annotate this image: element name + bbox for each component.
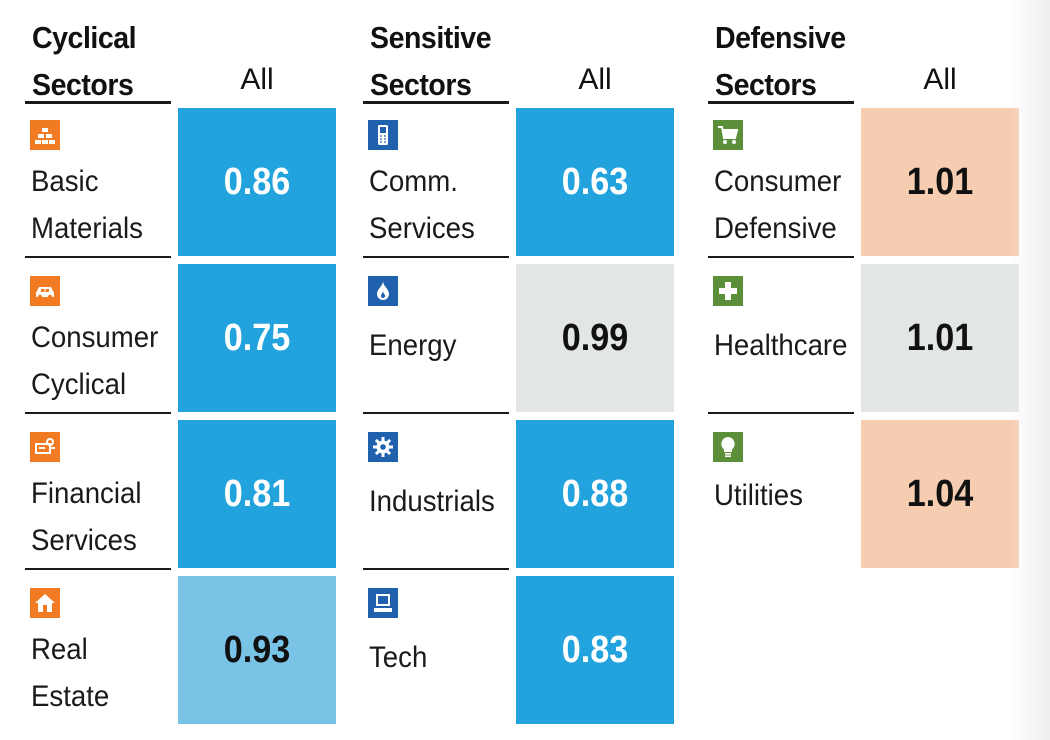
header-divider xyxy=(25,101,171,104)
sector-row-utilities: Utilities 1.04 xyxy=(708,420,1048,572)
sector-value: 1.04 xyxy=(861,420,1019,568)
sector-row-industrials: Industrials 0.88 xyxy=(363,420,703,572)
group-title: Cyclical Sectors xyxy=(32,20,137,102)
sector-value: 0.63 xyxy=(516,108,674,256)
medical-cross-icon xyxy=(713,276,743,306)
sector-row-consumer-cyclical: Consumer Cyclical 0.75 xyxy=(25,264,365,416)
sector-row-consumer-defensive: Consumer Defensive 1.01 xyxy=(708,108,1048,260)
row-divider xyxy=(363,412,509,414)
sector-name: Healthcare xyxy=(714,329,848,362)
sector-value: 0.93 xyxy=(178,576,336,724)
row-divider xyxy=(708,256,854,258)
computer-icon xyxy=(368,588,398,618)
gold-bars-icon xyxy=(30,120,60,150)
car-icon xyxy=(30,276,60,306)
sector-value: 0.88 xyxy=(516,420,674,568)
column-header-all: All xyxy=(578,63,612,96)
sector-value: 0.83 xyxy=(516,576,674,724)
flame-icon xyxy=(368,276,398,306)
sector-row-tech: Tech 0.83 xyxy=(363,576,703,728)
sector-row-energy: Energy 0.99 xyxy=(363,264,703,416)
sector-name: Tech xyxy=(369,641,428,674)
header-divider xyxy=(363,101,509,104)
sector-name: Financial Services xyxy=(31,477,142,557)
group-title: Sensitive Sectors xyxy=(370,20,492,102)
sector-name: Consumer Defensive xyxy=(714,165,842,245)
gear-icon xyxy=(368,432,398,462)
sector-name: Comm. Services xyxy=(369,165,475,245)
page-edge-shadow xyxy=(1010,0,1050,740)
row-divider xyxy=(708,412,854,414)
sector-value: 1.01 xyxy=(861,108,1019,256)
piggy-bank-icon xyxy=(30,432,60,462)
sector-name: Utilities xyxy=(714,479,803,512)
sector-value: 1.01 xyxy=(861,264,1019,412)
sector-name: Basic Materials xyxy=(31,165,143,245)
sector-name: Consumer Cyclical xyxy=(31,321,159,401)
sector-row-basic-materials: Basic Materials 0.86 xyxy=(25,108,365,260)
cyclical-sectors-group: Cyclical Sectors All Basic Materials 0.8… xyxy=(25,0,365,740)
header-divider xyxy=(708,101,854,104)
phone-icon xyxy=(368,120,398,150)
sector-name: Energy xyxy=(369,329,457,362)
column-header-all: All xyxy=(240,63,274,96)
sector-name: Industrials xyxy=(369,485,495,518)
sector-value: 0.99 xyxy=(516,264,674,412)
sensitive-sectors-group: Sensitive Sectors All Comm. Services 0.6… xyxy=(363,0,703,740)
sector-row-financial-services: Financial Services 0.81 xyxy=(25,420,365,572)
row-divider xyxy=(25,256,171,258)
row-divider xyxy=(363,568,509,570)
sector-row-real-estate: Real Estate 0.93 xyxy=(25,576,365,728)
shopping-cart-icon xyxy=(713,120,743,150)
group-title: Defensive Sectors xyxy=(715,20,846,102)
sector-value: 0.81 xyxy=(178,420,336,568)
row-divider xyxy=(25,568,171,570)
sector-name: Real Estate xyxy=(31,633,110,713)
sector-value: 0.86 xyxy=(178,108,336,256)
sector-row-healthcare: Healthcare 1.01 xyxy=(708,264,1048,416)
column-header-all: All xyxy=(923,63,957,96)
defensive-sectors-group: Defensive Sectors All Consumer Defensive… xyxy=(708,0,1048,740)
light-bulb-icon xyxy=(713,432,743,462)
house-icon xyxy=(30,588,60,618)
sector-row-comm-services: Comm. Services 0.63 xyxy=(363,108,703,260)
sector-value: 0.75 xyxy=(178,264,336,412)
row-divider xyxy=(363,256,509,258)
row-divider xyxy=(25,412,171,414)
